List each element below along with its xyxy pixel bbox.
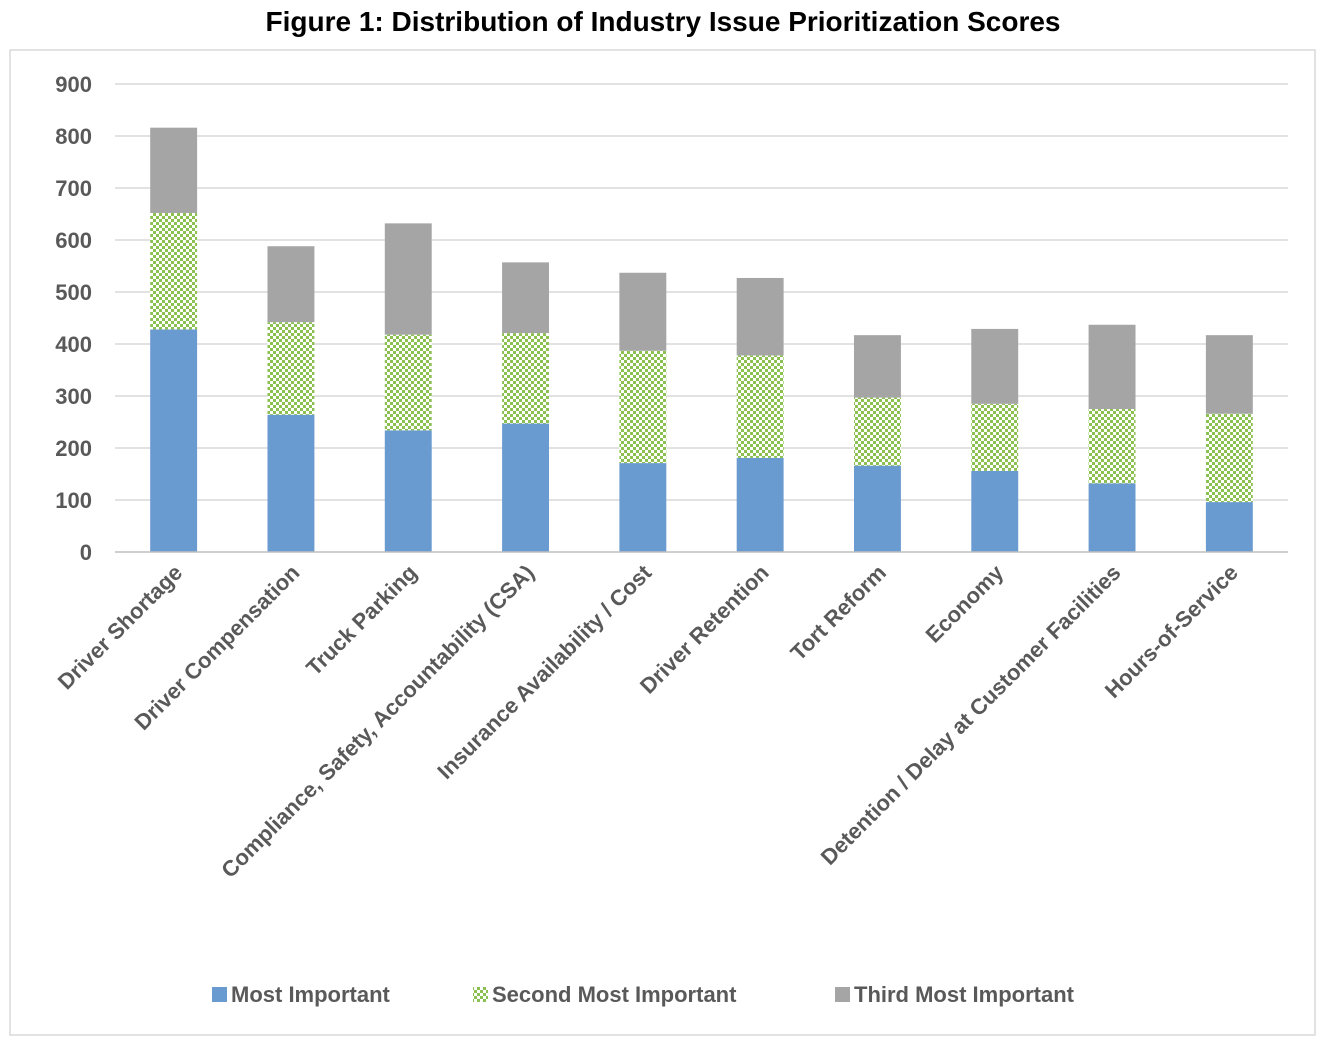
bar-third-most-important-driver-shortage	[150, 127, 198, 213]
y-tick-label: 600	[55, 228, 92, 253]
bar-third-most-important-hours-of-service	[1205, 335, 1253, 414]
bar-third-most-important-driver-compensation	[267, 246, 315, 323]
bar-most-important-tort-reform	[853, 465, 901, 552]
bar-third-most-important-tort-reform	[853, 335, 901, 398]
legend-swatch-most-important	[212, 987, 227, 1002]
bar-second-most-important-tort-reform	[853, 397, 901, 466]
bar-second-most-important-driver-compensation	[267, 322, 315, 415]
bar-most-important-compliance-safety-accountability-csa	[502, 423, 550, 552]
bar-third-most-important-insurance-availability-cost	[619, 272, 667, 351]
y-tick-label: 0	[80, 540, 92, 565]
y-tick-label: 200	[55, 436, 92, 461]
y-tick-label: 400	[55, 332, 92, 357]
bar-most-important-hours-of-service	[1205, 502, 1253, 552]
bar-third-most-important-detention-delay-at-customer-facilities	[1088, 324, 1136, 409]
bar-most-important-driver-retention	[736, 457, 784, 552]
y-tick-label: 900	[55, 72, 92, 97]
bar-most-important-truck-parking	[384, 430, 432, 552]
y-tick-label: 100	[55, 488, 92, 513]
legend: Most Important Second Most Important Third…	[212, 982, 1075, 1007]
y-axis-ticks: 0 100 200 300 400 500 600 700 800 900	[55, 72, 92, 565]
bar-second-most-important-insurance-availability-cost	[619, 350, 667, 464]
legend-label-most-important: Most Important	[231, 982, 391, 1007]
bar-third-most-important-driver-retention	[736, 277, 784, 356]
bar-most-important-driver-shortage	[150, 329, 198, 552]
y-tick-label: 700	[55, 176, 92, 201]
y-tick-label: 800	[55, 124, 92, 149]
bar-second-most-important-driver-shortage	[150, 212, 198, 330]
bar-third-most-important-compliance-safety-accountability-csa	[502, 262, 550, 334]
bars	[150, 127, 1253, 552]
bar-second-most-important-compliance-safety-accountability-csa	[502, 333, 550, 424]
legend-swatch-second-most-important	[473, 987, 488, 1002]
y-tick-label: 300	[55, 384, 92, 409]
bar-third-most-important-economy	[971, 328, 1019, 404]
legend-label-third-most-important: Third Most Important	[854, 982, 1075, 1007]
bar-most-important-economy	[971, 470, 1019, 552]
chart-title: Figure 1: Distribution of Industry Issue…	[266, 6, 1061, 37]
bar-third-most-important-truck-parking	[384, 223, 432, 335]
bar-second-most-important-truck-parking	[384, 334, 432, 431]
bar-most-important-detention-delay-at-customer-facilities	[1088, 483, 1136, 552]
bar-second-most-important-driver-retention	[736, 355, 784, 458]
bar-most-important-driver-compensation	[267, 414, 315, 552]
bar-most-important-insurance-availability-cost	[619, 463, 667, 552]
legend-label-second-most-important: Second Most Important	[492, 982, 737, 1007]
legend-swatch-third-most-important	[835, 987, 850, 1002]
bar-second-most-important-economy	[971, 403, 1019, 471]
bar-second-most-important-detention-delay-at-customer-facilities	[1088, 409, 1136, 484]
y-tick-label: 500	[55, 280, 92, 305]
bar-second-most-important-hours-of-service	[1205, 413, 1253, 503]
